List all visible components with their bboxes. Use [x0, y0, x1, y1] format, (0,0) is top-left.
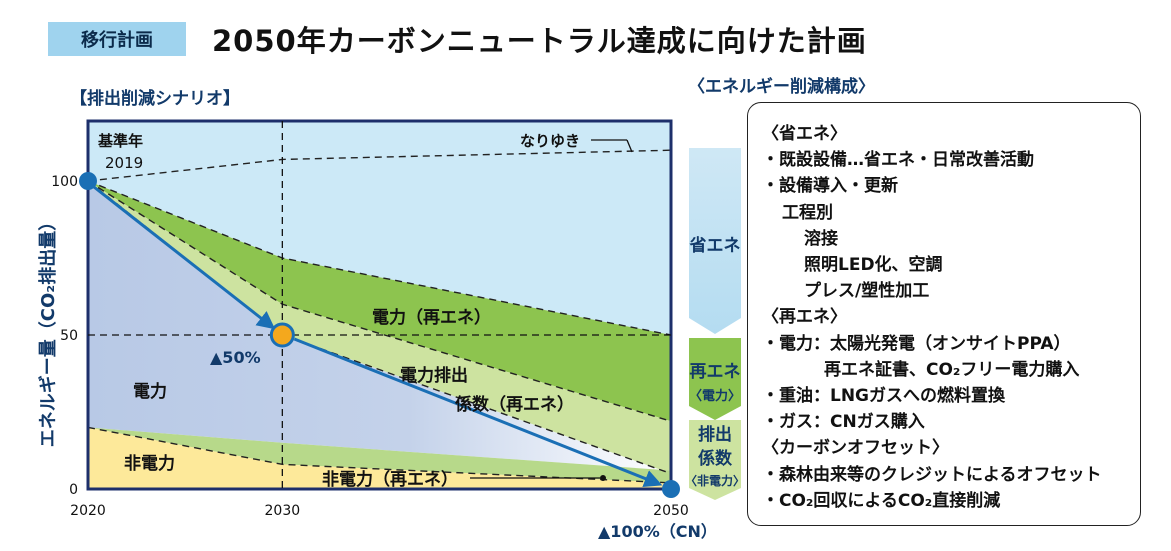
base-year-label: 基準年	[97, 132, 143, 150]
reduction-arrow-1	[93, 185, 276, 330]
area-power	[88, 181, 671, 474]
y-tick-label: 50	[60, 328, 78, 344]
stack-savings: 省エネ	[689, 235, 741, 256]
composition-line: 工程別	[782, 202, 833, 223]
point-2020	[79, 172, 97, 190]
stack-renew: 再エネ	[690, 362, 741, 382]
factor-block	[689, 420, 741, 500]
area-nonpower	[88, 427, 671, 489]
bau-leader-d	[626, 139, 633, 153]
area-group	[88, 121, 671, 489]
region-nonpower: 非電力	[124, 453, 175, 474]
region-renew-power: 電力（再エネ）	[372, 307, 491, 328]
point-2030	[269, 322, 295, 348]
stack-factor-2: 係数	[698, 448, 733, 469]
composition-line: ・設備導入・更新	[762, 176, 898, 197]
renew-block	[689, 338, 741, 420]
composition-line: ・ガス：CNガス購入	[762, 412, 925, 433]
composition-line: 〈省エネ〉	[762, 124, 847, 144]
area-renew-power	[88, 181, 671, 422]
composition-line: 〈カーボンオフセット〉	[762, 438, 949, 459]
page-title: 2050年カーボンニュートラル達成に向けた計画	[212, 24, 867, 58]
plan-tag: 移行計画	[48, 22, 186, 56]
scenario-heading: 【排出削減シナリオ】	[70, 89, 240, 109]
x-tick-label: 2020	[70, 503, 106, 519]
area-savings-region	[88, 121, 671, 335]
composition-line: ・重油：LNGガスへの燃料置換	[762, 386, 1006, 406]
reduction-arrow-2	[293, 337, 663, 488]
composition-line: ・電力：太陽光発電（オンサイトPPA）	[762, 333, 1071, 354]
x-tick-label: 2050	[653, 503, 689, 519]
base-year-value: 2019	[105, 154, 143, 172]
bau-label: なりゆき	[520, 132, 580, 150]
region-emission-factor-1: 電力排出	[400, 365, 468, 386]
composition-line: 照明LED化、空調	[804, 255, 943, 275]
point-2050	[662, 480, 680, 498]
target-2050-label: ▲100%（CN）	[598, 522, 717, 541]
region-emission-factor-2: 係数（再エネ）	[455, 394, 574, 415]
composition-line: 再エネ証書、CO₂フリー電力購入	[824, 359, 1080, 380]
stack-renew-sub: 〈電力〉	[689, 388, 741, 404]
stack-factor-sub: 〈非電力〉	[685, 473, 745, 488]
savings-arrow	[689, 148, 741, 334]
composition-line: プレス/塑性加工	[804, 281, 930, 302]
y-axis-label: エネルギー量（CO₂排出量）	[37, 213, 59, 447]
area-nonpower-renew	[88, 427, 671, 483]
composition-heading: 〈エネルギー削減構成〉	[688, 77, 875, 97]
composition-line: 溶接	[804, 228, 838, 249]
composition-line: ・CO₂回収によるCO₂直接削減	[762, 490, 1001, 511]
region-nonpower-renew: 非電力（再エネ）	[322, 469, 458, 490]
y-tick-label: 100	[51, 174, 78, 190]
composition-box	[747, 102, 1141, 526]
y-tick-label: 0	[69, 482, 78, 498]
target-2030-label: ▲50%	[210, 348, 261, 367]
composition-line: 〈再エネ〉	[762, 307, 847, 328]
x-tick-label: 2030	[265, 503, 301, 519]
area-emission-factor	[88, 181, 671, 474]
nonpower-leader-dot	[600, 475, 606, 481]
composition-line: ・既設設備…省エネ・日常改善活動	[762, 150, 1034, 171]
nonpower-dashed-line	[88, 426, 671, 484]
region-power: 電力	[133, 381, 167, 402]
plot-frame	[86, 119, 673, 491]
stack-factor-1: 排出	[698, 424, 732, 445]
composition-line: ・森林由来等のクレジットによるオフセット	[762, 464, 1102, 485]
